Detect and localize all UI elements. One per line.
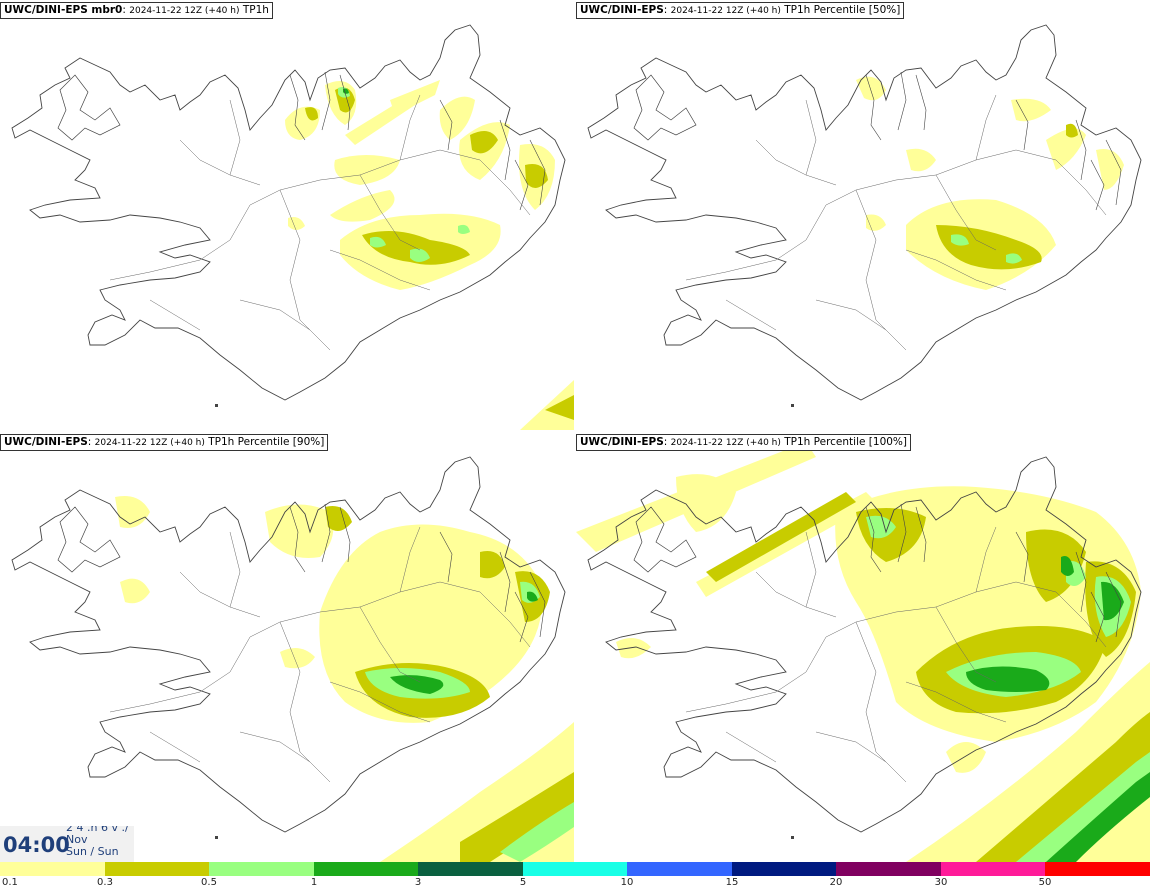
panel-title: UWC/DINI-EPS: 2024-11-22 12Z (+40 h) TP1… [576, 2, 905, 19]
legend-label: 15 [725, 877, 739, 888]
panel-title: UWC/DINI-EPS: 2024-11-22 12Z (+40 h) TP1… [0, 434, 329, 451]
legend-swatch [731, 862, 837, 876]
precip-fill-layer [576, 442, 1150, 862]
panel-divider-horizontal [0, 430, 1150, 432]
legend-swatch [522, 862, 628, 876]
panel-run: 2024-11-22 12Z (+40 h) [129, 6, 240, 16]
legend-label: 3 [414, 877, 422, 888]
panel-source: UWC/DINI-EPS [580, 436, 664, 448]
legend-label: 50 [1038, 877, 1052, 888]
legend-label: 0.1 [2, 877, 18, 888]
legend-label: 1 [310, 877, 318, 888]
legend-swatch [418, 862, 523, 876]
map-panel-percentile-100: UWC/DINI-EPS: 2024-11-22 12Z (+40 h) TP1… [576, 432, 1150, 862]
precipitation-map [576, 442, 1150, 862]
panel-run: 2024-11-22 12Z (+40 h) [670, 438, 781, 448]
legend-labels: 0.1 0.3 0.5 1 3 5 10 15 20 30 50 [0, 877, 1150, 891]
legend-label: 0.5 [201, 877, 217, 888]
legend-swatch [627, 862, 732, 876]
map-panel-member-0: UWC/DINI-EPS mbr0: 2024-11-22 12Z (+40 h… [0, 0, 574, 430]
valid-time-box: 04:00 2 4 .n 6 v ./ Nov Sun / Sun [0, 826, 134, 862]
panel-source: UWC/DINI-EPS [580, 4, 664, 16]
legend-label: 0.3 [97, 877, 113, 888]
valid-date-month: Nov [66, 833, 88, 846]
panel-title: UWC/DINI-EPS: 2024-11-22 12Z (+40 h) TP1… [576, 434, 912, 451]
legend-swatch [209, 862, 314, 876]
precipitation-map [587, 24, 1142, 408]
legend-swatch [836, 862, 941, 876]
valid-date: 2 4 .n 6 v ./ Nov Sun / Sun [66, 826, 129, 858]
legend-color-bar [0, 862, 1150, 876]
panel-field: TP1h [242, 4, 269, 16]
panel-source: UWC/DINI-EPS [4, 436, 88, 448]
panel-source: UWC/DINI-EPS mbr0 [4, 4, 123, 16]
precipitation-map [11, 24, 574, 430]
panel-field: TP1h Percentile [100%] [784, 436, 908, 448]
precip-fill-layer [285, 80, 574, 430]
legend-swatch [940, 862, 1046, 876]
precip-fill-layer [856, 76, 1124, 290]
valid-date-weekday: Sun / Sun [66, 845, 119, 858]
panel-title: UWC/DINI-EPS mbr0: 2024-11-22 12Z (+40 h… [0, 2, 273, 19]
legend-swatch [104, 862, 210, 876]
legend-label: 30 [934, 877, 948, 888]
precip-fill-layer [115, 496, 574, 862]
legend-swatch [1045, 862, 1150, 876]
panel-field: TP1h Percentile [90%] [208, 436, 325, 448]
coastline [11, 24, 566, 408]
legend-label: 5 [519, 877, 527, 888]
valid-time: 04:00 [3, 833, 70, 857]
map-panel-percentile-50: UWC/DINI-EPS: 2024-11-22 12Z (+40 h) TP1… [576, 0, 1150, 430]
legend-swatch [0, 862, 105, 876]
map-panel-percentile-90: UWC/DINI-EPS: 2024-11-22 12Z (+40 h) TP1… [0, 432, 574, 862]
color-legend: 0.1 0.3 0.5 1 3 5 10 15 20 30 50 [0, 862, 1150, 891]
legend-swatch [313, 862, 419, 876]
precipitation-map [11, 456, 574, 862]
valid-date-line1: 2 4 .n 6 v ./ [66, 826, 129, 834]
panel-run: 2024-11-22 12Z (+40 h) [670, 6, 781, 16]
legend-label: 10 [620, 877, 634, 888]
panel-field: TP1h Percentile [50%] [784, 4, 901, 16]
panel-run: 2024-11-22 12Z (+40 h) [94, 438, 205, 448]
legend-label: 20 [829, 877, 843, 888]
